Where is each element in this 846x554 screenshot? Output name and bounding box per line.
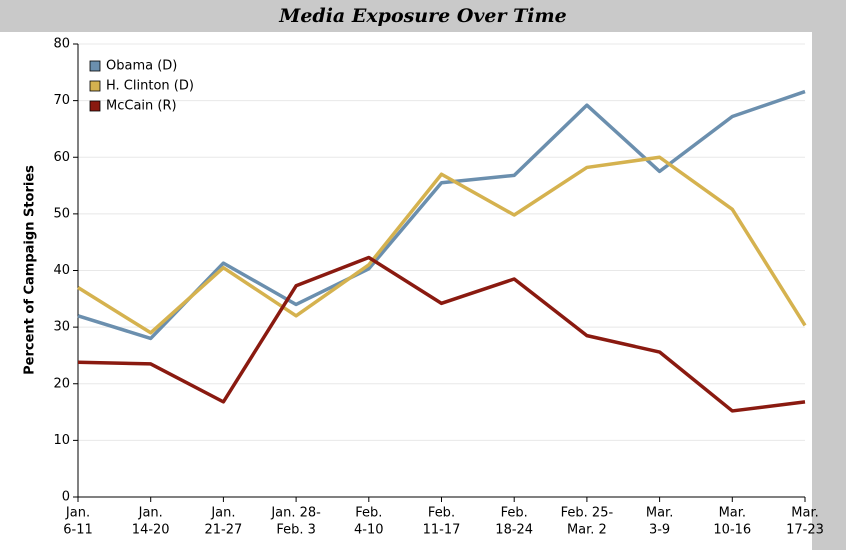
series-line: [77, 155, 807, 335]
x-tick-label: 17-23: [786, 523, 824, 538]
x-tick-label: Mar. 2: [567, 523, 607, 538]
x-tick-label: Feb.: [355, 506, 382, 521]
x-tick-label: Mar.: [646, 506, 673, 521]
x-tick-label: 4-10: [354, 523, 384, 538]
legend-swatch: [89, 100, 101, 112]
y-tick-label: 40: [53, 263, 70, 278]
y-tick-label: 80: [53, 37, 70, 52]
y-tick-label: 60: [53, 150, 70, 165]
x-tick-label: 3-9: [649, 523, 670, 538]
x-tick-label: 14-20: [132, 523, 170, 538]
x-tick-label: 6-11: [63, 523, 93, 538]
legend-label: McCain (R): [106, 99, 177, 114]
legend-label: Obama (D): [106, 59, 177, 74]
x-tick-label: Mar.: [791, 506, 818, 521]
y-tick-label: 20: [53, 376, 70, 391]
y-tick-label: 10: [53, 433, 70, 448]
y-tick-label: 30: [53, 320, 70, 335]
y-tick-label: 50: [53, 206, 70, 221]
x-tick-label: Feb.: [501, 506, 528, 521]
x-tick-label: 10-16: [713, 523, 751, 538]
x-tick-label: Feb. 3: [276, 523, 316, 538]
x-tick-label: 11-17: [423, 523, 461, 538]
y-tick-label: 0: [62, 490, 70, 505]
x-tick-label: Jan.: [138, 506, 163, 521]
x-tick-label: Feb.: [428, 506, 455, 521]
series-line: [77, 255, 806, 413]
x-tick-label: Jan.: [65, 506, 90, 521]
y-tick-label: 70: [53, 93, 70, 108]
x-tick-label: Jan. 28-: [270, 506, 321, 521]
x-tick-label: 18-24: [495, 523, 533, 538]
legend-label: H. Clinton (D): [106, 79, 194, 94]
legend-swatch: [89, 80, 101, 92]
x-tick-label: 21-27: [205, 523, 243, 538]
x-tick-label: Jan.: [210, 506, 235, 521]
x-tick-label: Mar.: [719, 506, 746, 521]
chart-title: Media Exposure Over Time: [278, 5, 566, 27]
y-axis-label: Percent of Campaign Stories: [23, 165, 38, 375]
x-tick-label: Feb. 25-: [561, 506, 614, 521]
legend-swatch: [89, 60, 101, 72]
panel: [0, 32, 812, 550]
